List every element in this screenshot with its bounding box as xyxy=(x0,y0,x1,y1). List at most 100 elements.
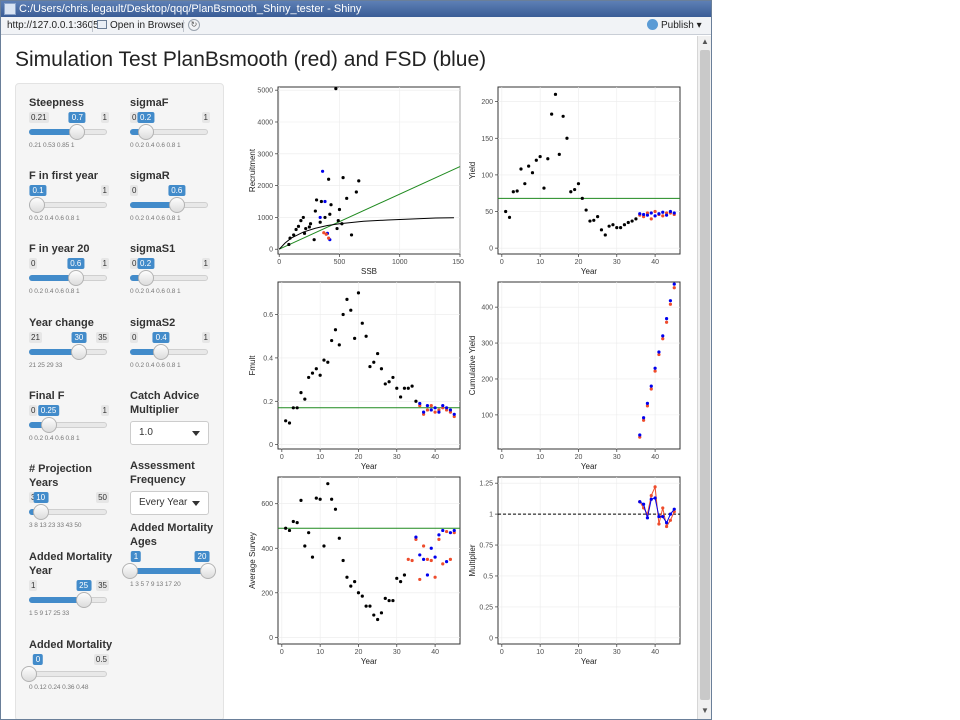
black-data-point xyxy=(507,215,512,219)
sigmaF-slider[interactable]: 0 0.2 1 0 0.2 0.4 0.6 0.8 1 xyxy=(130,110,214,152)
slider-handle[interactable] xyxy=(137,124,154,140)
y-tick-label: 4000 xyxy=(257,119,273,126)
scroll-up-icon[interactable]: ▲ xyxy=(701,37,709,46)
assessment-frequency-select[interactable]: Every Year xyxy=(130,491,209,515)
blue-data-point xyxy=(437,410,441,414)
added-mortality-slider[interactable]: 0 0.5 0 0.12 0.24 0.36 0.48 xyxy=(21,652,113,694)
x-tick-label: 40 xyxy=(431,649,439,656)
catch-advice-select[interactable]: 1.0 xyxy=(130,421,209,445)
open-in-browser-label: Open in Browser xyxy=(110,20,185,31)
x-tick-label: 30 xyxy=(613,454,621,461)
year-change-label: Year change xyxy=(29,317,94,329)
y-axis-label: Recruitment xyxy=(248,148,257,192)
slider-value: 30 xyxy=(71,332,87,343)
sigmaR-slider[interactable]: 0 0.6 0 0.2 0.4 0.6 0.8 1 xyxy=(130,183,214,225)
red-data-point xyxy=(448,557,453,561)
added-mortality-year-slider[interactable]: 1 25 35 1 5 9 17 25 33 xyxy=(29,578,113,620)
slider-value: 10 xyxy=(33,492,49,503)
average-survey-plot: 0 10 20 30 40 0 200 400 600 Year Average Survey xyxy=(244,471,464,666)
slider-handle[interactable] xyxy=(75,592,92,608)
red-data-point xyxy=(437,537,441,541)
chart-svg: 0 10 20 30 40 0 50 100 150 200 Year Yield xyxy=(468,86,681,276)
black-data-point xyxy=(573,187,577,192)
sigmaS2-control: sigmaS2 0 0.4 1 0 0.2 0.4 0.6 0.8 1 xyxy=(130,316,214,372)
black-data-point xyxy=(402,386,407,390)
page-title: Simulation Test PlanBsmooth (red) and FS… xyxy=(15,48,487,71)
final-f-slider[interactable]: 0 0.25 1 0 0.2 0.4 0.6 0.8 1 xyxy=(29,403,113,445)
refresh-icon[interactable]: ↻ xyxy=(188,19,200,31)
slider-ticks: 0 0.2 0.4 0.6 0.8 1 xyxy=(130,142,181,149)
black-data-point xyxy=(387,380,391,384)
black-data-point xyxy=(395,576,399,580)
projection-years-slider[interactable]: 3 10 50 3 8 13 23 33 43 50 xyxy=(29,490,113,532)
f-year20-control: F in year 20 0 0.6 1 0 0.2 0.4 0.6 0.8 1 xyxy=(29,242,113,298)
blue-data-point xyxy=(668,209,673,214)
red-data-point xyxy=(664,320,669,324)
blue-data-point xyxy=(657,350,661,354)
blue-data-point xyxy=(414,535,418,539)
slider-track[interactable] xyxy=(29,671,107,677)
toolbar-divider xyxy=(183,20,184,32)
publish-button[interactable]: Publish ▾ xyxy=(647,17,702,35)
chevron-down-icon xyxy=(192,501,200,506)
black-data-point xyxy=(534,158,538,162)
blue-data-point xyxy=(638,433,642,437)
sigmaS1-slider[interactable]: 0 0.2 1 0 0.2 0.4 0.6 0.8 1 xyxy=(130,256,214,298)
red-data-point xyxy=(668,302,673,306)
scroll-down-icon[interactable]: ▼ xyxy=(701,706,709,715)
blue-data-point xyxy=(433,406,437,410)
steepness-slider[interactable]: 0.21 0.7 1 0.21 0.53 0.85 1 xyxy=(29,110,113,152)
slider-value: 0.2 xyxy=(137,258,155,269)
black-data-point xyxy=(303,397,307,401)
slider-to-handle[interactable] xyxy=(200,563,216,579)
y-tick-label: 50 xyxy=(485,209,493,216)
blue-data-point xyxy=(657,514,661,519)
black-data-point xyxy=(576,182,581,186)
x-axis-label: Year xyxy=(361,462,378,471)
slider-handle[interactable] xyxy=(69,124,86,140)
scrollbar-thumb[interactable] xyxy=(700,50,710,700)
slider-handle[interactable] xyxy=(137,270,154,286)
steepness-label: Steepness xyxy=(29,97,85,109)
red-data-point xyxy=(322,231,326,235)
slider-handle[interactable] xyxy=(28,197,45,213)
sigmaS2-slider[interactable]: 0 0.4 1 0 0.2 0.4 0.6 0.8 1 xyxy=(130,330,214,372)
plot-panel xyxy=(497,281,681,450)
f-year20-slider[interactable]: 0 0.6 1 0 0.2 0.4 0.6 0.8 1 xyxy=(29,256,113,298)
y-tick-label: 200 xyxy=(481,99,493,106)
x-axis-label: Year xyxy=(581,267,598,276)
year-change-slider[interactable]: 21 30 35 21 25 29 33 xyxy=(29,330,113,372)
red-data-point xyxy=(642,215,646,219)
select-value: Every Year xyxy=(139,497,188,508)
slider-handle[interactable] xyxy=(153,344,170,360)
slider-handle[interactable] xyxy=(21,666,37,682)
slider-from-handle[interactable] xyxy=(122,563,138,579)
black-data-point xyxy=(329,203,333,207)
black-data-point xyxy=(314,367,318,371)
slider-value: 0.1 xyxy=(29,185,47,196)
y-tick-label: 200 xyxy=(481,376,493,383)
slider-handle[interactable] xyxy=(67,270,84,286)
blue-data-point xyxy=(320,169,325,173)
vertical-scrollbar[interactable]: ▲ ▼ xyxy=(697,36,711,719)
browser-icon xyxy=(97,20,107,29)
added-mortality-ages-slider[interactable]: 1 20 1 3 5 7 9 13 17 20 xyxy=(122,549,216,591)
red-data-point xyxy=(649,493,653,498)
black-data-point xyxy=(599,228,604,232)
black-data-point xyxy=(588,219,592,223)
red-data-point xyxy=(418,577,422,582)
blue-data-point xyxy=(664,521,669,525)
sidebar-panel: Steepness 0.21 0.7 1 0.21 0.53 0.85 1 si… xyxy=(15,83,224,719)
open-in-browser-button[interactable]: Open in Browser xyxy=(97,17,184,35)
black-data-point xyxy=(402,573,407,577)
slider-handle[interactable] xyxy=(40,417,57,433)
slider-handle[interactable] xyxy=(70,344,87,360)
slider-handle[interactable] xyxy=(168,197,185,213)
y-tick-label: 150 xyxy=(481,136,493,143)
slider-fill xyxy=(29,597,84,603)
slider-handle[interactable] xyxy=(32,504,49,520)
x-tick-label: 1000 xyxy=(392,259,408,266)
f-first-year-slider[interactable]: 0.1 1 0 0.2 0.4 0.6 0.8 1 xyxy=(28,183,113,225)
